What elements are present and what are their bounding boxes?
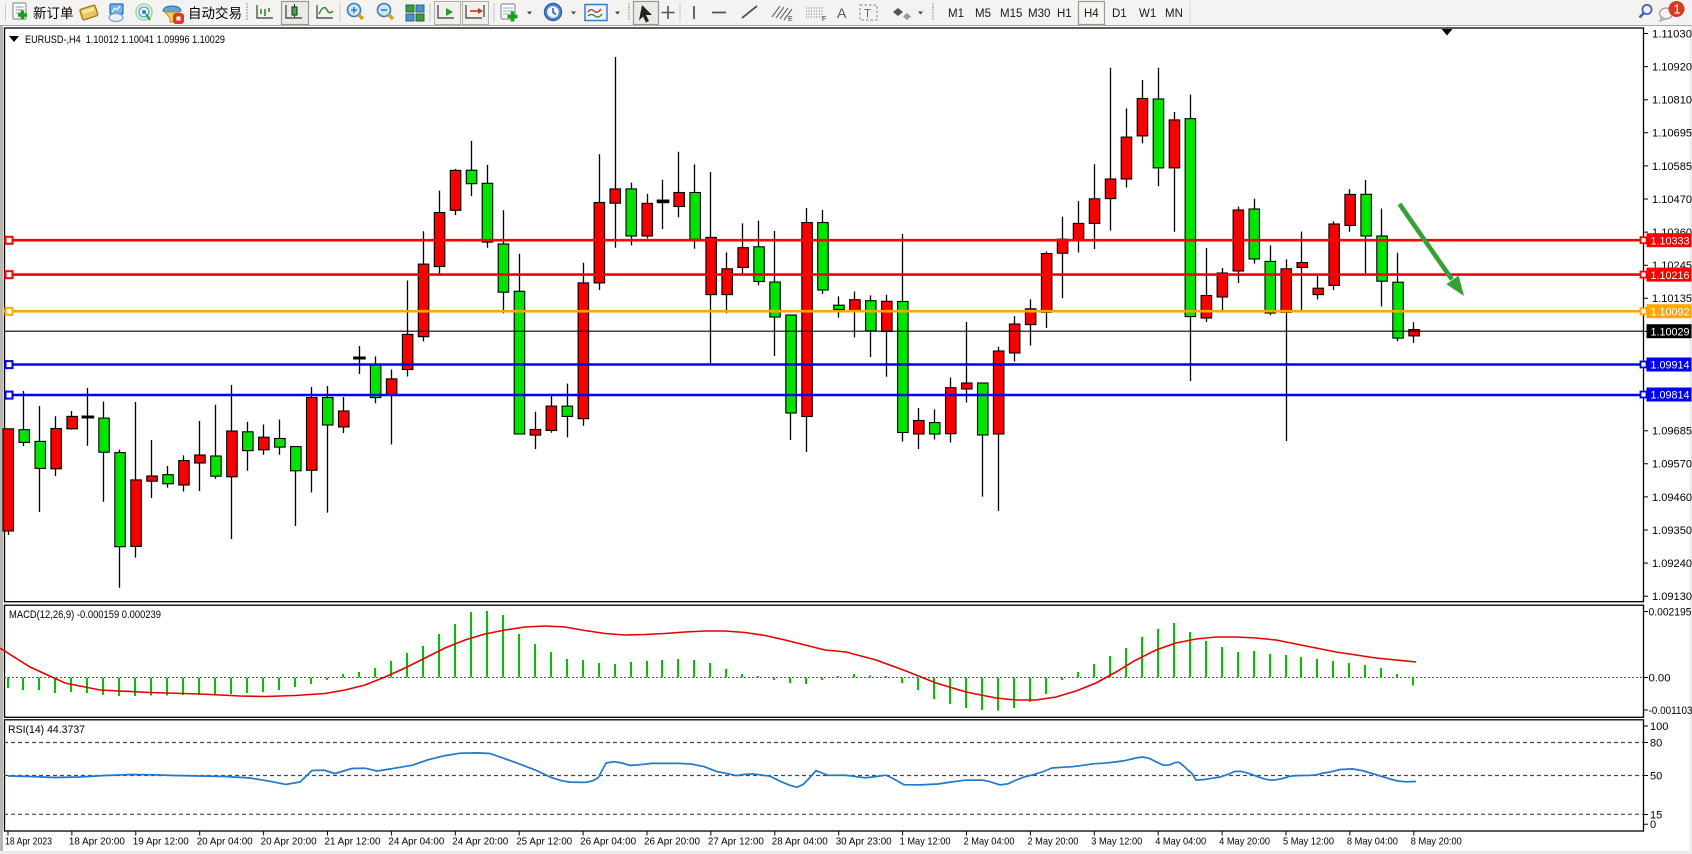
svg-text:1.09685: 1.09685 bbox=[1652, 426, 1692, 438]
svg-text:20 Apr 04:00: 20 Apr 04:00 bbox=[197, 836, 253, 848]
svg-text:2 May 04:00: 2 May 04:00 bbox=[964, 836, 1015, 848]
svg-text:1.10333: 1.10333 bbox=[1651, 235, 1690, 247]
svg-text:25 Apr 12:00: 25 Apr 12:00 bbox=[516, 836, 572, 848]
svg-text:1.10585: 1.10585 bbox=[1652, 161, 1692, 173]
svg-text:26 Apr 04:00: 26 Apr 04:00 bbox=[580, 836, 636, 848]
svg-text:1.10695: 1.10695 bbox=[1652, 128, 1692, 140]
svg-text:W1: W1 bbox=[1139, 8, 1156, 20]
svg-text:0.002195: 0.002195 bbox=[1649, 607, 1692, 619]
svg-text:20 Apr 20:00: 20 Apr 20:00 bbox=[261, 836, 317, 848]
svg-text:1.09130: 1.09130 bbox=[1652, 591, 1692, 603]
svg-text:8 May 20:00: 8 May 20:00 bbox=[1411, 836, 1462, 848]
svg-text:H1: H1 bbox=[1057, 8, 1072, 20]
svg-text:24 Apr 04:00: 24 Apr 04:00 bbox=[388, 836, 444, 848]
svg-text:T: T bbox=[864, 9, 871, 21]
svg-text:21 Apr 12:00: 21 Apr 12:00 bbox=[325, 836, 381, 848]
svg-text:8 May 04:00: 8 May 04:00 bbox=[1347, 836, 1398, 848]
svg-text:1.10470: 1.10470 bbox=[1652, 194, 1692, 206]
svg-text:M5: M5 bbox=[975, 8, 991, 20]
svg-text:4 May 04:00: 4 May 04:00 bbox=[1155, 836, 1206, 848]
svg-text:4 May 20:00: 4 May 20:00 bbox=[1219, 836, 1270, 848]
svg-text:1.09914: 1.09914 bbox=[1651, 360, 1690, 372]
svg-text:1.10135: 1.10135 bbox=[1652, 293, 1692, 305]
svg-text:1.11030: 1.11030 bbox=[1652, 28, 1692, 40]
svg-text:新订单: 新订单 bbox=[33, 6, 74, 21]
svg-text:-0.001103: -0.001103 bbox=[1649, 705, 1692, 717]
svg-text:1.09460: 1.09460 bbox=[1652, 492, 1692, 504]
svg-text:18 Apr 20:00: 18 Apr 20:00 bbox=[69, 836, 125, 848]
svg-text:27 Apr 12:00: 27 Apr 12:00 bbox=[708, 836, 764, 848]
svg-text:1.09350: 1.09350 bbox=[1652, 525, 1692, 537]
svg-text:RSI(14) 44.3737: RSI(14) 44.3737 bbox=[8, 724, 85, 736]
svg-text:0.00: 0.00 bbox=[1649, 673, 1671, 685]
svg-text:1.10216: 1.10216 bbox=[1651, 270, 1690, 282]
svg-text:F: F bbox=[822, 16, 826, 23]
svg-text:24 Apr 20:00: 24 Apr 20:00 bbox=[452, 836, 508, 848]
svg-text:18 Apr 2023: 18 Apr 2023 bbox=[5, 836, 52, 848]
svg-text:5 May 12:00: 5 May 12:00 bbox=[1283, 836, 1334, 848]
svg-text:EURUSD-,H4 1.10012 1.10041 1.: EURUSD-,H4 1.10012 1.10041 1.09996 1.100… bbox=[25, 34, 225, 46]
svg-text:自动交易: 自动交易 bbox=[188, 5, 242, 21]
svg-text:M30: M30 bbox=[1028, 8, 1050, 20]
svg-text:H4: H4 bbox=[1084, 8, 1099, 20]
svg-text:0: 0 bbox=[1650, 819, 1656, 831]
svg-text:100: 100 bbox=[1650, 721, 1668, 733]
svg-text:1.09814: 1.09814 bbox=[1651, 390, 1690, 402]
svg-text:1.10029: 1.10029 bbox=[1651, 326, 1690, 338]
svg-text:1.10810: 1.10810 bbox=[1652, 95, 1692, 107]
svg-text:3 May 12:00: 3 May 12:00 bbox=[1091, 836, 1142, 848]
svg-text:50: 50 bbox=[1650, 771, 1662, 783]
svg-text:M1: M1 bbox=[948, 8, 964, 20]
svg-text:1.09570: 1.09570 bbox=[1652, 459, 1692, 471]
svg-text:80: 80 bbox=[1650, 738, 1662, 750]
svg-text:26 Apr 20:00: 26 Apr 20:00 bbox=[644, 836, 700, 848]
svg-text:A: A bbox=[837, 5, 847, 21]
svg-text:MACD(12,26,9) -0.000159 0.0002: MACD(12,26,9) -0.000159 0.000239 bbox=[9, 609, 161, 621]
svg-text:E: E bbox=[788, 16, 793, 23]
svg-text:2 May 20:00: 2 May 20:00 bbox=[1027, 836, 1078, 848]
svg-text:1.10092: 1.10092 bbox=[1651, 306, 1690, 318]
svg-text:15: 15 bbox=[1650, 810, 1662, 822]
svg-text:D1: D1 bbox=[1112, 8, 1127, 20]
svg-text:28 Apr 04:00: 28 Apr 04:00 bbox=[772, 836, 828, 848]
svg-text:19 Apr 12:00: 19 Apr 12:00 bbox=[133, 836, 189, 848]
svg-text:1: 1 bbox=[1674, 3, 1681, 17]
svg-text:1.10920: 1.10920 bbox=[1652, 62, 1692, 74]
svg-text:30 Apr 23:00: 30 Apr 23:00 bbox=[836, 836, 892, 848]
svg-text:1 May 12:00: 1 May 12:00 bbox=[900, 836, 951, 848]
svg-text:1.09240: 1.09240 bbox=[1652, 558, 1692, 570]
svg-text:M15: M15 bbox=[1000, 8, 1022, 20]
svg-text:MN: MN bbox=[1165, 8, 1183, 20]
